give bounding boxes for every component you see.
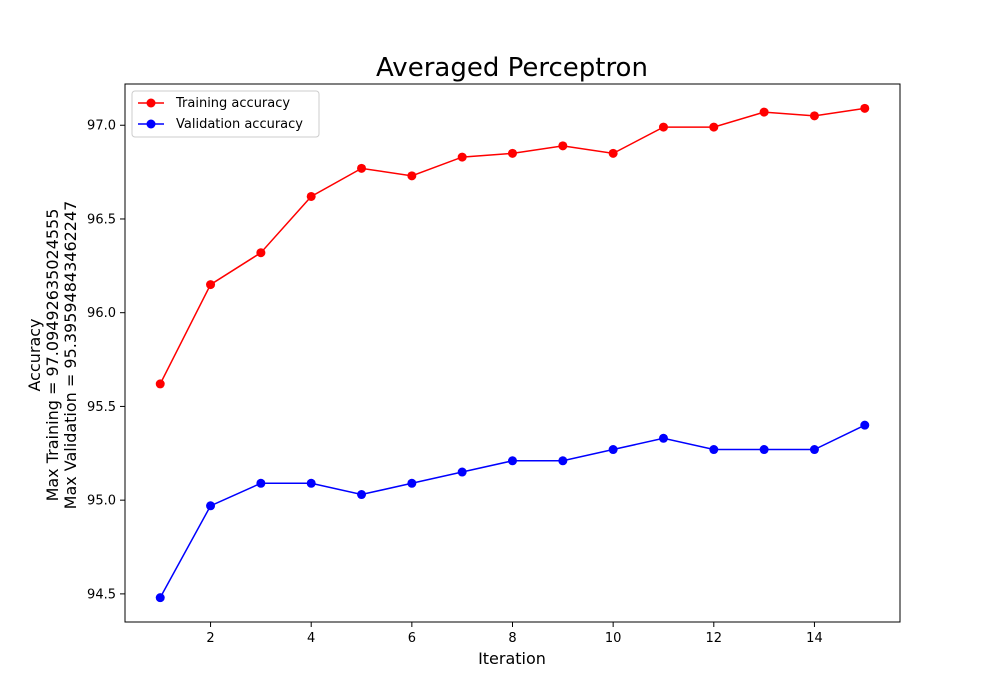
x-tick-label: 10 — [605, 631, 622, 646]
x-tick-label: 14 — [806, 631, 823, 646]
data-point-training — [809, 111, 819, 121]
plot-area-frame — [124, 83, 901, 623]
x-tick-label: 4 — [307, 631, 315, 646]
y-axis-label-line-1: Accuracy — [25, 318, 44, 391]
data-point-validation — [608, 445, 618, 455]
data-point-validation — [457, 467, 467, 477]
y-tick-label: 95.0 — [87, 494, 116, 509]
legend-marker-training — [146, 98, 156, 108]
y-tick-label: 94.5 — [87, 587, 116, 602]
data-point-training — [407, 171, 417, 181]
y-axis-ticks: 94.5 95.0 95.5 96.0 96.5 97.0 — [87, 119, 125, 602]
data-point-training — [759, 107, 769, 117]
data-point-training — [608, 148, 618, 158]
data-point-validation — [357, 490, 367, 500]
data-point-validation — [407, 478, 417, 488]
y-axis-label: Accuracy Max Training = 97.0949263502455… — [25, 201, 80, 510]
series-layer — [155, 103, 870, 603]
data-point-training — [206, 280, 216, 290]
x-tick-label: 8 — [508, 631, 516, 646]
y-axis-label-line-3: Max Validation = 95.39594843462247 — [61, 201, 80, 510]
data-point-validation — [206, 501, 216, 511]
data-point-training — [860, 103, 870, 113]
data-point-validation — [658, 433, 668, 443]
y-axis-label-line-2: Max Training = 97.09492635024555 — [43, 209, 62, 502]
data-point-training — [256, 248, 266, 258]
x-tick-label: 12 — [706, 631, 723, 646]
data-point-validation — [709, 445, 719, 455]
x-tick-label: 6 — [408, 631, 416, 646]
legend-box — [131, 90, 320, 138]
series-line-validation — [159, 424, 866, 598]
x-axis-ticks: 2 4 6 8 10 12 14 — [206, 622, 823, 646]
y-tick-label: 96.5 — [87, 212, 116, 227]
data-point-validation — [809, 445, 819, 455]
y-tick-label: 97.0 — [87, 119, 116, 134]
data-point-training — [357, 163, 367, 173]
data-point-validation — [306, 478, 316, 488]
data-point-validation — [155, 593, 165, 603]
x-tick-label: 2 — [206, 631, 214, 646]
chart-title: Averaged Perceptron — [376, 53, 648, 83]
data-point-training — [457, 152, 467, 162]
legend: Training accuracy Validation accuracy — [131, 90, 320, 138]
data-point-training — [558, 141, 568, 151]
data-point-validation — [860, 420, 870, 430]
data-point-validation — [759, 445, 769, 455]
y-tick-label: 95.5 — [87, 400, 116, 415]
data-point-training — [709, 122, 719, 132]
y-tick-label: 96.0 — [87, 306, 116, 321]
data-point-validation — [558, 456, 568, 466]
data-point-training — [658, 122, 668, 132]
data-point-training — [306, 191, 316, 201]
x-axis-label: Iteration — [478, 649, 546, 668]
data-point-validation — [256, 478, 266, 488]
data-point-training — [155, 379, 165, 389]
legend-label-validation: Validation accuracy — [176, 117, 303, 132]
data-point-validation — [508, 456, 517, 466]
data-point-training — [508, 148, 517, 158]
legend-label-training: Training accuracy — [175, 96, 290, 111]
legend-marker-validation — [146, 119, 156, 129]
